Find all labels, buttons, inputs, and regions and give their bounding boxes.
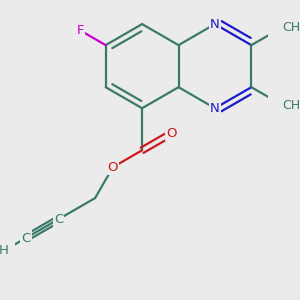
Text: O: O bbox=[166, 127, 176, 140]
Text: C: C bbox=[54, 213, 63, 226]
Text: H: H bbox=[0, 244, 9, 257]
Text: O: O bbox=[108, 160, 118, 174]
Text: N: N bbox=[210, 102, 220, 115]
Text: C: C bbox=[21, 232, 31, 244]
Text: CH₃: CH₃ bbox=[282, 21, 300, 34]
Text: F: F bbox=[76, 24, 84, 37]
Text: CH₃: CH₃ bbox=[282, 99, 300, 112]
Text: N: N bbox=[210, 18, 220, 31]
